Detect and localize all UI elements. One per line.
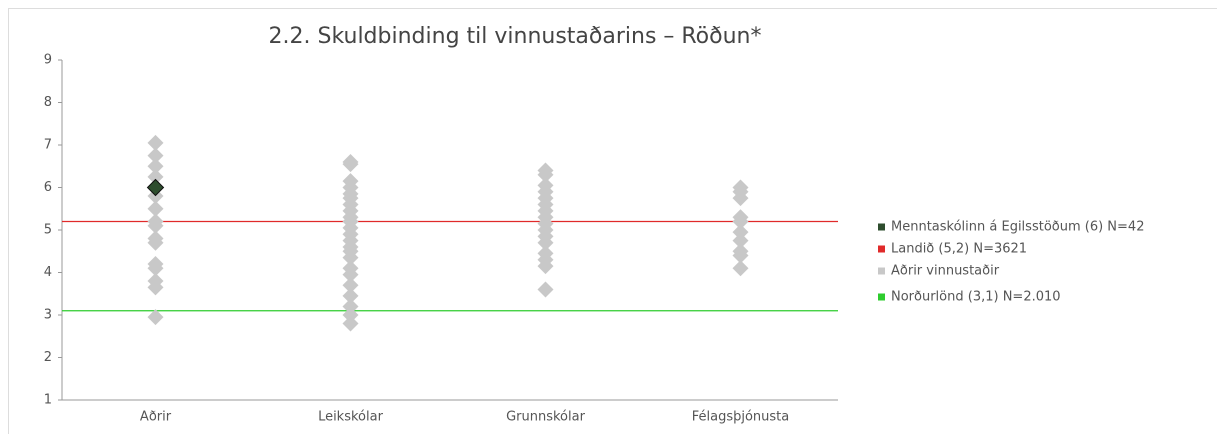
point bbox=[537, 258, 554, 275]
point bbox=[342, 249, 359, 266]
point bbox=[537, 166, 554, 183]
chart-title: 2.2. Skuldbinding til vinnustaðarins – R… bbox=[269, 24, 762, 49]
x-tick-label: Grunnskólar bbox=[506, 410, 586, 425]
point bbox=[147, 260, 164, 277]
legend-label: Menntaskólinn á Egilsstöðum (6) N=42 bbox=[891, 220, 1144, 235]
highlight-point bbox=[146, 178, 165, 197]
point bbox=[732, 224, 749, 241]
legend-label: Norðurlönd (3,1) N=2.010 bbox=[891, 290, 1061, 305]
point bbox=[537, 234, 554, 251]
y-tick-label: 9 bbox=[44, 53, 52, 68]
y-tick-label: 4 bbox=[44, 265, 52, 280]
legend-label: Landið (5,2) N=3621 bbox=[891, 242, 1027, 257]
point bbox=[147, 234, 164, 251]
point bbox=[147, 158, 164, 175]
legend-swatch bbox=[878, 267, 885, 275]
point bbox=[147, 279, 164, 296]
point bbox=[342, 277, 359, 294]
point bbox=[732, 247, 749, 264]
point bbox=[342, 298, 359, 315]
point bbox=[342, 307, 359, 323]
legend-swatch bbox=[878, 223, 885, 231]
point bbox=[147, 309, 164, 326]
y-tick-label: 3 bbox=[44, 308, 52, 323]
point bbox=[537, 281, 554, 298]
y-tick-label: 7 bbox=[44, 138, 52, 153]
x-tick-label: Félagsþjónusta bbox=[692, 410, 790, 425]
point bbox=[147, 217, 164, 234]
x-tick-label: Aðrir bbox=[140, 410, 172, 425]
point bbox=[342, 266, 359, 283]
point bbox=[732, 190, 749, 207]
x-tick-label: Leikskólar bbox=[318, 410, 384, 425]
legend-label: Aðrir vinnustaðir bbox=[891, 264, 1000, 279]
point bbox=[342, 156, 359, 173]
point bbox=[147, 200, 164, 217]
point bbox=[342, 315, 359, 332]
y-tick-label: 8 bbox=[44, 95, 52, 110]
y-tick-label: 6 bbox=[44, 180, 52, 195]
point bbox=[732, 213, 749, 230]
y-tick-label: 1 bbox=[44, 393, 52, 408]
point bbox=[147, 147, 164, 164]
legend-swatch bbox=[878, 293, 885, 301]
point bbox=[732, 232, 749, 249]
y-tick-label: 5 bbox=[44, 223, 52, 238]
point bbox=[147, 134, 164, 151]
point bbox=[147, 168, 164, 185]
y-tick-label: 2 bbox=[44, 350, 52, 365]
point bbox=[732, 260, 749, 277]
chart-border bbox=[8, 8, 1217, 434]
legend-swatch bbox=[878, 245, 885, 253]
point bbox=[342, 287, 359, 304]
